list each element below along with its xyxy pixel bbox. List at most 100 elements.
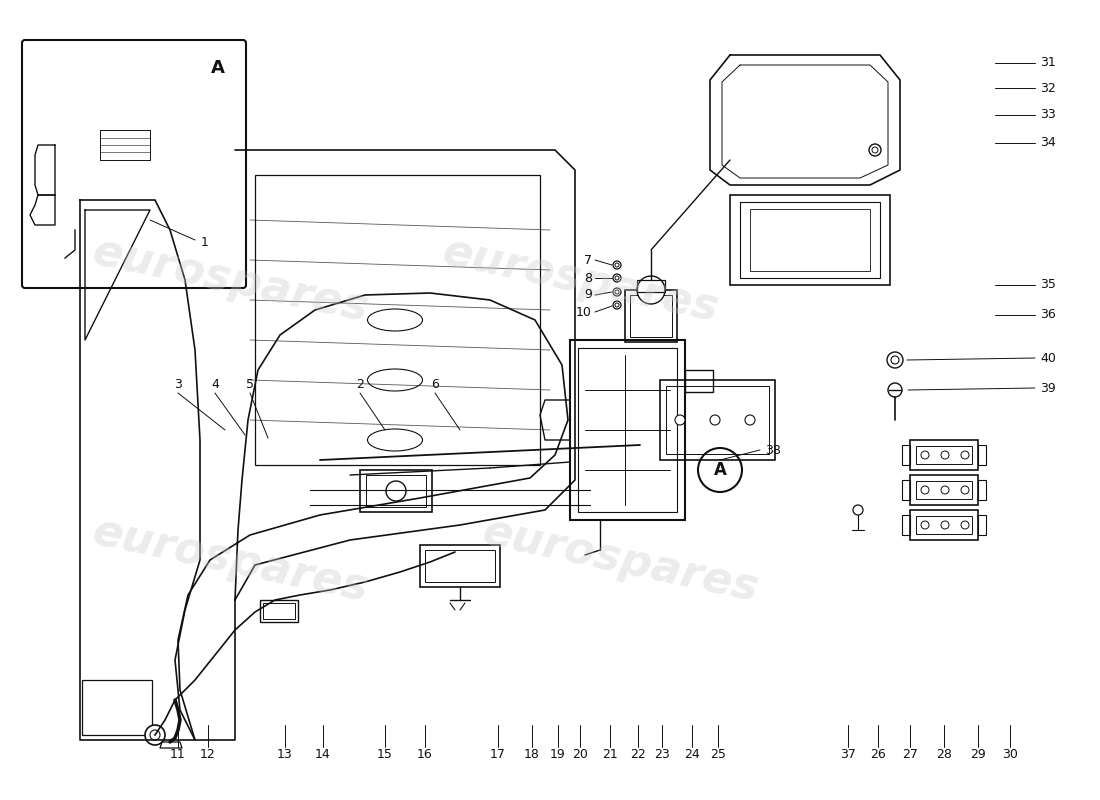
Bar bbox=[740, 202, 880, 278]
Circle shape bbox=[921, 451, 929, 459]
Text: 37: 37 bbox=[840, 749, 856, 762]
Text: 33: 33 bbox=[1040, 109, 1056, 122]
Text: 3: 3 bbox=[174, 378, 182, 391]
Circle shape bbox=[145, 725, 165, 745]
Text: 22: 22 bbox=[630, 749, 646, 762]
Circle shape bbox=[615, 303, 619, 307]
FancyBboxPatch shape bbox=[22, 40, 246, 288]
Bar bbox=[916, 446, 972, 464]
Bar bbox=[902, 480, 910, 500]
Bar bbox=[660, 380, 776, 460]
Circle shape bbox=[615, 263, 619, 267]
Text: 6: 6 bbox=[431, 378, 439, 391]
Bar bbox=[260, 600, 298, 622]
Circle shape bbox=[65, 230, 85, 250]
Text: 24: 24 bbox=[684, 749, 700, 762]
Bar bbox=[82, 680, 152, 735]
Bar bbox=[255, 175, 540, 465]
Bar bbox=[65, 95, 155, 205]
Circle shape bbox=[872, 147, 878, 153]
Bar bbox=[55, 85, 165, 215]
Text: 12: 12 bbox=[200, 749, 216, 762]
Circle shape bbox=[961, 451, 969, 459]
Bar bbox=[360, 470, 432, 512]
Circle shape bbox=[710, 415, 720, 425]
Text: 36: 36 bbox=[1040, 309, 1056, 322]
Circle shape bbox=[145, 95, 155, 105]
Text: 5: 5 bbox=[246, 378, 254, 391]
Circle shape bbox=[887, 352, 903, 368]
Circle shape bbox=[869, 144, 881, 156]
Text: 21: 21 bbox=[602, 749, 618, 762]
Text: 14: 14 bbox=[315, 749, 331, 762]
Circle shape bbox=[940, 486, 949, 494]
Circle shape bbox=[745, 415, 755, 425]
Circle shape bbox=[386, 481, 406, 501]
Circle shape bbox=[75, 95, 85, 105]
Text: 25: 25 bbox=[711, 749, 726, 762]
Bar bbox=[730, 195, 890, 285]
Bar bbox=[570, 340, 685, 520]
Bar bbox=[578, 348, 676, 512]
Text: eurospares: eurospares bbox=[88, 230, 372, 330]
Text: eurospares: eurospares bbox=[88, 510, 372, 610]
Text: 18: 18 bbox=[524, 749, 540, 762]
Bar bbox=[916, 516, 972, 534]
Circle shape bbox=[150, 730, 160, 740]
Bar bbox=[902, 445, 910, 465]
Circle shape bbox=[613, 288, 621, 296]
Text: 23: 23 bbox=[654, 749, 670, 762]
Text: 40: 40 bbox=[1040, 351, 1056, 365]
Bar bbox=[978, 480, 986, 500]
Text: A: A bbox=[714, 461, 726, 479]
Bar bbox=[637, 280, 666, 292]
Circle shape bbox=[145, 195, 155, 205]
Text: 34: 34 bbox=[1040, 137, 1056, 150]
Bar bbox=[978, 445, 986, 465]
Text: 17: 17 bbox=[491, 749, 506, 762]
Circle shape bbox=[961, 486, 969, 494]
Text: 20: 20 bbox=[572, 749, 587, 762]
Bar bbox=[910, 475, 978, 505]
Circle shape bbox=[921, 521, 929, 529]
Text: 15: 15 bbox=[377, 749, 393, 762]
Text: 35: 35 bbox=[1040, 278, 1056, 291]
Circle shape bbox=[961, 521, 969, 529]
Bar bbox=[685, 370, 713, 392]
Circle shape bbox=[75, 195, 85, 205]
Bar bbox=[630, 295, 672, 337]
Bar bbox=[902, 515, 910, 535]
Circle shape bbox=[940, 451, 949, 459]
Circle shape bbox=[637, 276, 666, 304]
Text: 13: 13 bbox=[277, 749, 293, 762]
Bar bbox=[366, 475, 426, 507]
Bar bbox=[420, 545, 500, 587]
Text: 19: 19 bbox=[550, 749, 565, 762]
Text: 2: 2 bbox=[356, 378, 364, 391]
Text: 28: 28 bbox=[936, 749, 952, 762]
Text: 27: 27 bbox=[902, 749, 917, 762]
Circle shape bbox=[891, 356, 899, 364]
Text: 10: 10 bbox=[576, 306, 592, 318]
Text: 11: 11 bbox=[170, 749, 186, 762]
Text: 9: 9 bbox=[584, 289, 592, 302]
Bar bbox=[666, 386, 769, 454]
Text: 38: 38 bbox=[764, 443, 781, 457]
Circle shape bbox=[675, 415, 685, 425]
Text: 39: 39 bbox=[1040, 382, 1056, 394]
Circle shape bbox=[615, 290, 619, 294]
Circle shape bbox=[852, 505, 864, 515]
Bar bbox=[425, 550, 495, 582]
Text: 16: 16 bbox=[417, 749, 433, 762]
Text: 26: 26 bbox=[870, 749, 886, 762]
Text: 32: 32 bbox=[1040, 82, 1056, 94]
Bar bbox=[750, 209, 870, 271]
Bar bbox=[916, 481, 972, 499]
Circle shape bbox=[888, 383, 902, 397]
Circle shape bbox=[615, 276, 619, 280]
Bar bbox=[978, 515, 986, 535]
Text: 4: 4 bbox=[211, 378, 219, 391]
Text: 8: 8 bbox=[584, 271, 592, 285]
Circle shape bbox=[940, 521, 949, 529]
Bar bbox=[263, 603, 295, 619]
